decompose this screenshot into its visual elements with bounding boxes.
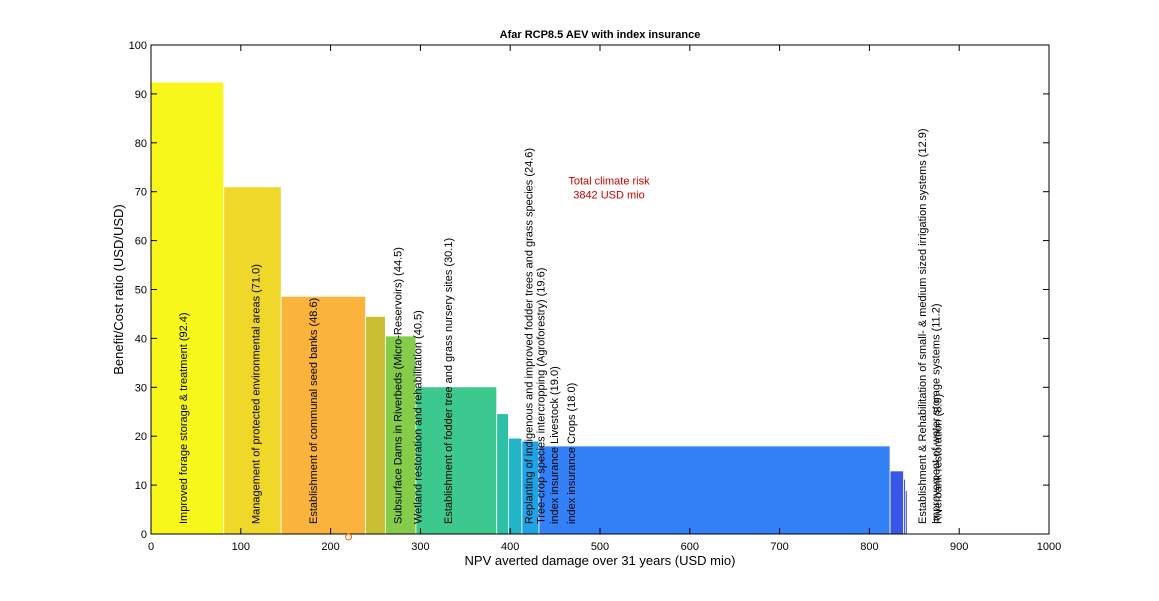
bar-10 (889, 470, 904, 535)
x-tick-label-4: 400 (501, 541, 519, 553)
bars-layer (150, 81, 908, 535)
bar-0 (150, 81, 225, 535)
bar-label-11: Improvement of water storage systems (11… (931, 304, 943, 525)
y-tick-label-9: 90 (135, 89, 147, 101)
x-tick-label-10: 1000 (1037, 541, 1061, 553)
total-risk-value: 3842 USD mio (573, 190, 645, 202)
x-tick-label-0: 0 (148, 541, 154, 553)
bar-label-0: Improved forage storage & treatment (92.… (178, 312, 190, 524)
x-axis-label: NPV averted damage over 31 years (USD mi… (465, 553, 736, 568)
y-tick-label-4: 40 (135, 333, 147, 345)
y-tick-label-3: 30 (135, 382, 147, 394)
total-risk-label: Total climate risk (568, 176, 650, 188)
y-tick-label-6: 60 (135, 236, 147, 248)
bar-4 (384, 335, 417, 535)
y-tick-label-7: 70 (135, 187, 147, 199)
x-tick-label-6: 600 (681, 541, 699, 553)
reference-marker (345, 533, 353, 541)
bar-9 (538, 445, 891, 535)
bar-12 (904, 490, 908, 535)
y-tick-label-1: 10 (135, 480, 147, 492)
bar-2 (280, 295, 367, 535)
bar-labels-layer: Improved forage storage & treatment (92.… (178, 128, 944, 524)
bar-label-10: Establishment & Rehabilitation of small-… (917, 128, 929, 524)
bar-3 (365, 315, 386, 535)
x-tick-label-2: 200 (321, 541, 339, 553)
ticks-layer: 0 100 200 300 400 500 600 700 800 900 1000 0 10 20 30 4… (129, 40, 1062, 553)
bar-label-1: Management of protected environmental ar… (251, 264, 263, 524)
bar-label-9: index insurance Crops (18.0) (566, 383, 578, 524)
bar-7 (508, 437, 523, 535)
y-tick-label-0: 0 (141, 529, 147, 541)
x-tick-label-5: 500 (591, 541, 609, 553)
bar-6 (496, 413, 509, 535)
bar-5 (415, 386, 498, 535)
y-tick-label-5: 50 (135, 285, 147, 297)
bar-label-7: Tree-crop species intercropping (Agrofor… (535, 268, 547, 524)
bar-label-3: Subsurface Dams in Riverbeds (Micro-Rese… (393, 247, 405, 524)
x-tick-label-9: 900 (950, 541, 968, 553)
bar-label-2: Establishment of communal seed banks (48… (308, 298, 320, 524)
bar-label-5: Establishment of fodder tree and grass n… (443, 238, 455, 524)
y-tick-label-2: 20 (135, 431, 147, 443)
y-tick-label-8: 80 (135, 138, 147, 150)
annotation-layer: Total climate risk 3842 USD mio (345, 176, 650, 541)
bar-label-4: Wetland restoration and rehabilitation (… (412, 310, 424, 524)
x-tick-label-1: 100 (232, 541, 250, 553)
x-tick-label-3: 300 (411, 541, 429, 553)
chart-title: Afar RCP8.5 AEV with index insurance (500, 29, 701, 41)
x-tick-label-8: 800 (860, 541, 878, 553)
y-axis-label: Benefit/Cost ratio (USD/USD) (111, 204, 126, 375)
x-tick-label-7: 700 (770, 541, 788, 553)
bar-label-8: index insurance Livestock (19.0) (549, 366, 561, 524)
bar-label-6: Replanting of indigenous and improved fo… (524, 148, 536, 524)
bar-label-12: Riverbank restoration (8.9) (932, 394, 944, 524)
y-tick-label-10: 100 (129, 40, 147, 52)
bar-1 (223, 186, 282, 535)
